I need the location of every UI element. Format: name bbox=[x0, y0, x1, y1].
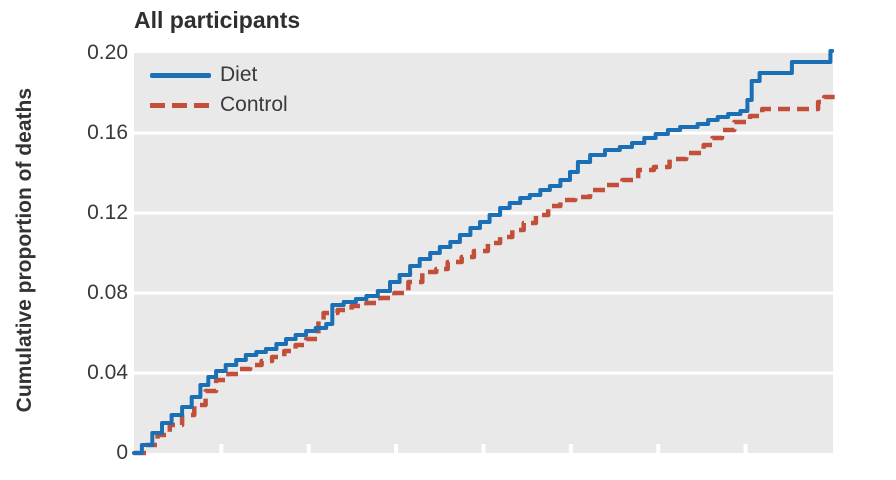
y-tick-label-0.12: 0.12 bbox=[87, 201, 128, 224]
legend-label-diet: Diet bbox=[220, 63, 258, 86]
gridlines bbox=[134, 131, 833, 375]
y-tick-label-0.20: 0.20 bbox=[87, 41, 128, 64]
control-line-swatch-icon bbox=[150, 102, 211, 108]
y-axis-title: Cumulative proportion of deaths bbox=[8, 25, 42, 475]
chart-title: All participants bbox=[134, 7, 301, 33]
x-axis-ticks bbox=[219, 444, 748, 453]
y-tick-label-0: 0 bbox=[116, 441, 128, 464]
diet-line-swatch-icon bbox=[150, 72, 211, 78]
y-tick-label-0.16: 0.16 bbox=[87, 121, 128, 144]
legend-item-diet: Diet bbox=[150, 62, 257, 88]
control-series-line bbox=[134, 94, 835, 456]
legend-item-control: Control bbox=[150, 92, 288, 118]
legend-label-control: Control bbox=[220, 93, 288, 116]
y-tick-label-0.08: 0.08 bbox=[87, 281, 128, 304]
diet-series-line bbox=[132, 49, 835, 455]
y-tick-label-0.04: 0.04 bbox=[87, 361, 128, 384]
